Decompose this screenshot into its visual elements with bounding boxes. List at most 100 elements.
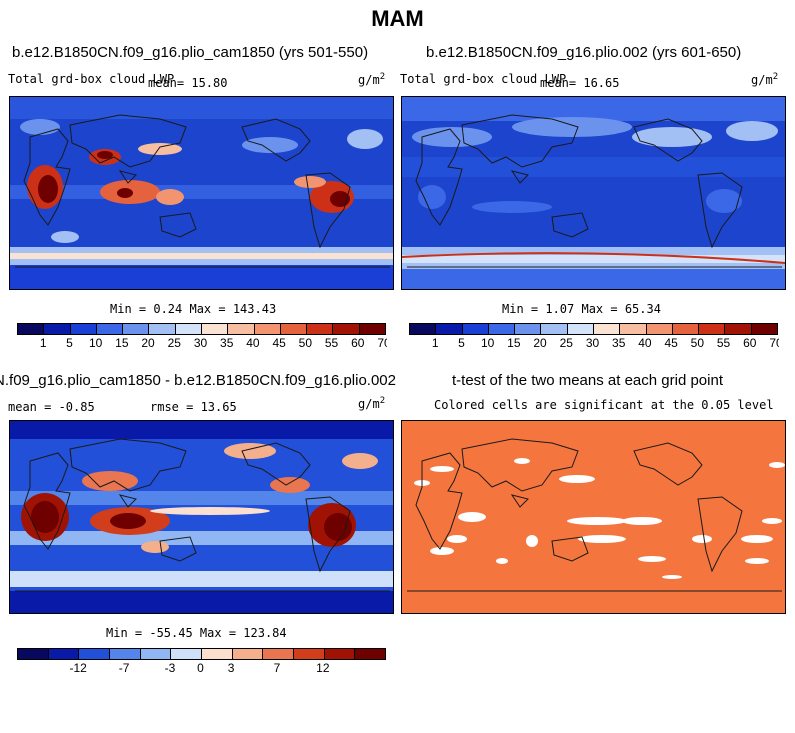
panel2-units: g/m2 bbox=[751, 72, 779, 87]
colorbar-segment bbox=[228, 324, 255, 334]
colorbar-segment bbox=[567, 324, 594, 334]
colorbar-tick-label: 50 bbox=[690, 336, 705, 350]
panel3-units: g/m2 bbox=[358, 396, 386, 411]
panel1-mean: mean= 15.80 bbox=[148, 76, 228, 90]
colorbar-tick-label: 10 bbox=[88, 336, 103, 350]
panel1-minmax: Min = 0.24 Max = 143.43 bbox=[110, 302, 277, 316]
panel2-colorbar-labels: 1510152025303540455055607080 bbox=[409, 334, 779, 352]
colorbar-segment bbox=[410, 324, 437, 334]
colorbar-segment bbox=[699, 324, 726, 334]
panel1-var-label: Total grd-box cloud LWP bbox=[8, 72, 175, 86]
panel4-subtitle: Colored cells are significant at the 0.0… bbox=[434, 398, 774, 412]
colorbar-segment bbox=[232, 649, 264, 659]
colorbar-tick-label: 1 bbox=[431, 336, 439, 350]
colorbar-tick-label: 15 bbox=[507, 336, 521, 350]
colorbar-tick-label: 30 bbox=[193, 336, 208, 350]
colorbar-tick-label: 50 bbox=[298, 336, 313, 350]
colorbar-tick-label: 3 bbox=[227, 661, 235, 675]
panel2-minmax: Min = 1.07 Max = 65.34 bbox=[502, 302, 661, 316]
panel1-title: b.e12.B1850CN.f09_g16.plio_cam1850 (yrs … bbox=[12, 44, 369, 61]
colorbar-segment bbox=[48, 649, 80, 659]
panel1-map-svg bbox=[10, 97, 393, 289]
panel4-title: t-test of the two means at each grid poi… bbox=[452, 372, 723, 389]
colorbar-segment bbox=[672, 324, 700, 334]
panel3-rmse: rmse = 13.65 bbox=[150, 400, 237, 414]
colorbar-tick-label: 10 bbox=[480, 336, 495, 350]
panel3-colorbar bbox=[17, 648, 386, 660]
panel2-map-svg bbox=[402, 97, 785, 289]
colorbar-tick-label: 0 bbox=[197, 661, 204, 675]
colorbar-segment bbox=[294, 649, 325, 659]
colorbar-tick-label: 60 bbox=[351, 336, 365, 350]
panel4-map bbox=[401, 420, 786, 614]
panel2-mean: mean= 16.65 bbox=[540, 76, 620, 90]
colorbar-segment bbox=[96, 324, 124, 334]
colorbar-segment bbox=[18, 649, 49, 659]
colorbar-tick-label: 40 bbox=[638, 336, 652, 350]
colorbar-segment bbox=[202, 649, 233, 659]
colorbar-tick-label: 55 bbox=[324, 336, 339, 350]
colorbar-tick-label: 20 bbox=[141, 336, 155, 350]
panel2-var-label: Total grd-box cloud LWP bbox=[400, 72, 567, 86]
colorbar-tick-label: 35 bbox=[612, 336, 626, 350]
panel3-map bbox=[9, 420, 394, 614]
colorbar-segment bbox=[307, 324, 334, 334]
colorbar-segment bbox=[462, 324, 489, 334]
colorbar-segment bbox=[79, 649, 111, 659]
colorbar-segment bbox=[324, 649, 356, 659]
panel3-title-clip: B1850CN.f09_g16.plio_cam1850 - b.e12.B18… bbox=[0, 372, 396, 392]
colorbar-segment bbox=[280, 324, 308, 334]
colorbar-tick-label: 15 bbox=[115, 336, 129, 350]
colorbar-tick-label: 40 bbox=[246, 336, 260, 350]
panel1-units: g/m2 bbox=[358, 72, 386, 87]
panel3-mean: mean = -0.85 bbox=[8, 400, 95, 414]
panel2-title: b.e12.B1850CN.f09_g16.plio.002 (yrs 601-… bbox=[426, 44, 742, 61]
colorbar-tick-label: 7 bbox=[273, 661, 281, 675]
colorbar-segment bbox=[18, 324, 45, 334]
colorbar-tick-label: 30 bbox=[585, 336, 600, 350]
colorbar-tick-label: -7 bbox=[118, 661, 130, 675]
colorbar-segment bbox=[149, 324, 176, 334]
colorbar-tick-label: 12 bbox=[316, 661, 330, 675]
panel4-map-svg bbox=[402, 421, 785, 613]
panel3-title: B1850CN.f09_g16.plio_cam1850 - b.e12.B18… bbox=[0, 372, 396, 389]
colorbar-tick-label: 45 bbox=[272, 336, 286, 350]
colorbar-segment bbox=[44, 324, 71, 334]
colorbar-segment bbox=[646, 324, 673, 334]
colorbar-segment bbox=[620, 324, 647, 334]
panel1-colorbar-labels: 1510152025303540455055607080 bbox=[17, 334, 387, 352]
colorbar-tick-label: 60 bbox=[743, 336, 757, 350]
colorbar-tick-label: 45 bbox=[664, 336, 678, 350]
colorbar-segment bbox=[175, 324, 202, 334]
colorbar-segment bbox=[333, 324, 360, 334]
colorbar-segment bbox=[751, 324, 777, 334]
colorbar-segment bbox=[110, 649, 141, 659]
colorbar-segment bbox=[515, 324, 542, 334]
colorbar-segment bbox=[70, 324, 97, 334]
colorbar-tick-label: 5 bbox=[66, 336, 73, 350]
colorbar-segment bbox=[201, 324, 229, 334]
colorbar-segment bbox=[254, 324, 281, 334]
colorbar-tick-label: 25 bbox=[559, 336, 573, 350]
panel2-map bbox=[401, 96, 786, 290]
colorbar-segment bbox=[355, 649, 386, 659]
colorbar-segment bbox=[359, 324, 385, 334]
colorbar-segment bbox=[171, 649, 203, 659]
colorbar-segment bbox=[140, 649, 172, 659]
colorbar-tick-label: 70 bbox=[769, 336, 779, 350]
colorbar-tick-label: 25 bbox=[167, 336, 181, 350]
colorbar-segment bbox=[725, 324, 752, 334]
colorbar-segment bbox=[541, 324, 568, 334]
colorbar-segment bbox=[263, 649, 295, 659]
colorbar-tick-label: -12 bbox=[69, 661, 87, 675]
colorbar-tick-label: 20 bbox=[533, 336, 547, 350]
colorbar-tick-label: -3 bbox=[164, 661, 176, 675]
colorbar-tick-label: 1 bbox=[39, 336, 47, 350]
colorbar-tick-label: 70 bbox=[377, 336, 387, 350]
colorbar-segment bbox=[488, 324, 516, 334]
panel3-map-svg bbox=[10, 421, 393, 613]
colorbar-segment bbox=[436, 324, 463, 334]
panel1-map bbox=[9, 96, 394, 290]
panel1-colorbar bbox=[17, 323, 386, 335]
panel3-minmax: Min = -55.45 Max = 123.84 bbox=[106, 626, 287, 640]
